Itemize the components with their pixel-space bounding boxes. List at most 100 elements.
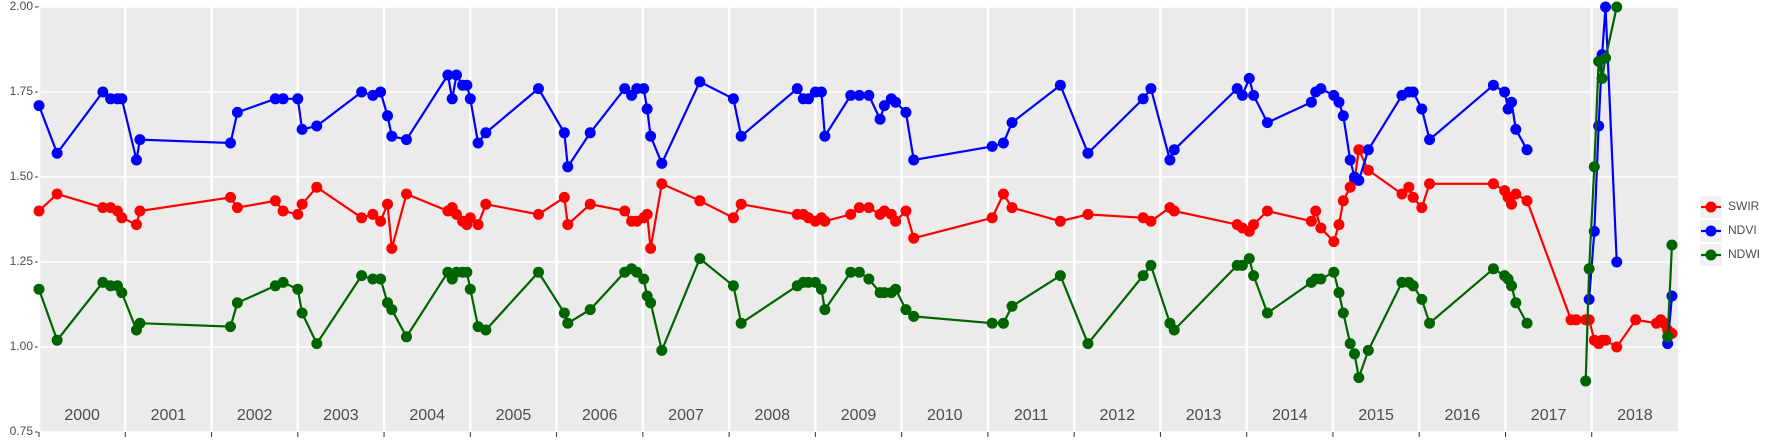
data-point: [480, 198, 492, 210]
data-point: [1310, 205, 1322, 217]
data-point: [1521, 195, 1533, 207]
data-point: [1082, 338, 1094, 350]
data-point: [874, 113, 886, 125]
data-point: [225, 137, 237, 149]
data-point: [532, 266, 544, 278]
data-point: [1362, 344, 1374, 356]
data-point: [908, 232, 920, 244]
data-point: [1424, 317, 1436, 329]
data-point: [1362, 144, 1374, 156]
y-tick-label: 2.00: [10, 0, 34, 13]
data-point: [1506, 198, 1518, 210]
data-point: [1337, 110, 1349, 122]
data-point: [269, 93, 281, 105]
data-point: [986, 212, 998, 224]
data-point: [863, 273, 875, 285]
data-point: [292, 93, 304, 105]
data-point: [735, 130, 747, 142]
x-tick-label: 2000: [64, 407, 100, 424]
data-point: [863, 202, 875, 214]
data-point: [1164, 154, 1176, 166]
data-point: [1333, 287, 1345, 299]
data-point: [51, 147, 63, 159]
data-point: [1248, 270, 1260, 282]
data-point: [645, 130, 657, 142]
data-point: [33, 205, 45, 217]
data-point: [116, 287, 128, 299]
data-point: [819, 215, 831, 227]
data-point: [1424, 134, 1436, 146]
data-point: [1261, 307, 1273, 319]
data-point: [1487, 79, 1499, 91]
data-point: [1510, 123, 1522, 135]
x-tick-label: 2017: [1531, 407, 1567, 424]
data-point: [116, 212, 128, 224]
data-point: [1416, 293, 1428, 305]
x-tick-label: 2008: [754, 407, 790, 424]
data-point: [638, 83, 650, 95]
data-point: [97, 202, 109, 214]
data-point: [997, 317, 1009, 329]
data-point: [727, 212, 739, 224]
data-point: [1305, 215, 1317, 227]
data-point: [1353, 174, 1365, 186]
legend-marker: [1705, 249, 1717, 261]
data-point: [1416, 103, 1428, 115]
data-point: [641, 208, 653, 220]
data-point: [130, 154, 142, 166]
x-tick-label: 2002: [237, 407, 273, 424]
data-point: [584, 198, 596, 210]
data-point: [1570, 314, 1582, 326]
data-point: [277, 93, 289, 105]
legend-marker: [1705, 225, 1717, 237]
data-point: [1611, 341, 1623, 353]
data-point: [532, 83, 544, 95]
data-point: [134, 317, 146, 329]
x-tick-label: 2014: [1272, 407, 1308, 424]
data-point: [1506, 280, 1518, 292]
data-point: [845, 208, 857, 220]
y-tick-label: 1.00: [10, 339, 34, 353]
data-point: [1611, 1, 1623, 13]
data-point: [558, 307, 570, 319]
x-tick-label: 2016: [1445, 407, 1481, 424]
data-point: [1054, 79, 1066, 91]
data-point: [1145, 215, 1157, 227]
data-point: [292, 208, 304, 220]
data-point: [400, 331, 412, 343]
data-point: [1082, 208, 1094, 220]
data-point: [386, 304, 398, 316]
data-point: [802, 93, 814, 105]
data-point: [863, 89, 875, 101]
data-point: [1248, 219, 1260, 231]
data-point: [1168, 144, 1180, 156]
data-point: [1315, 222, 1327, 234]
data-point: [480, 324, 492, 336]
data-point: [356, 270, 368, 282]
data-point: [853, 266, 865, 278]
data-point: [356, 212, 368, 224]
data-point: [116, 93, 128, 105]
data-point: [1596, 72, 1608, 84]
data-point: [638, 273, 650, 285]
data-point: [1600, 52, 1612, 64]
data-point: [645, 242, 657, 254]
data-point: [853, 89, 865, 101]
data-point: [1407, 280, 1419, 292]
data-point: [656, 157, 668, 169]
data-point: [1353, 144, 1365, 156]
data-point: [1236, 259, 1248, 271]
data-point: [134, 205, 146, 217]
data-point: [311, 120, 323, 132]
data-point: [277, 205, 289, 217]
data-point: [97, 86, 109, 98]
y-tick-label: 0.75: [10, 424, 34, 438]
data-point: [292, 283, 304, 295]
data-point: [386, 130, 398, 142]
data-point: [51, 334, 63, 346]
data-point: [451, 69, 463, 81]
data-point: [464, 283, 476, 295]
data-point: [656, 344, 668, 356]
data-point: [1261, 117, 1273, 129]
data-point: [1600, 1, 1612, 13]
